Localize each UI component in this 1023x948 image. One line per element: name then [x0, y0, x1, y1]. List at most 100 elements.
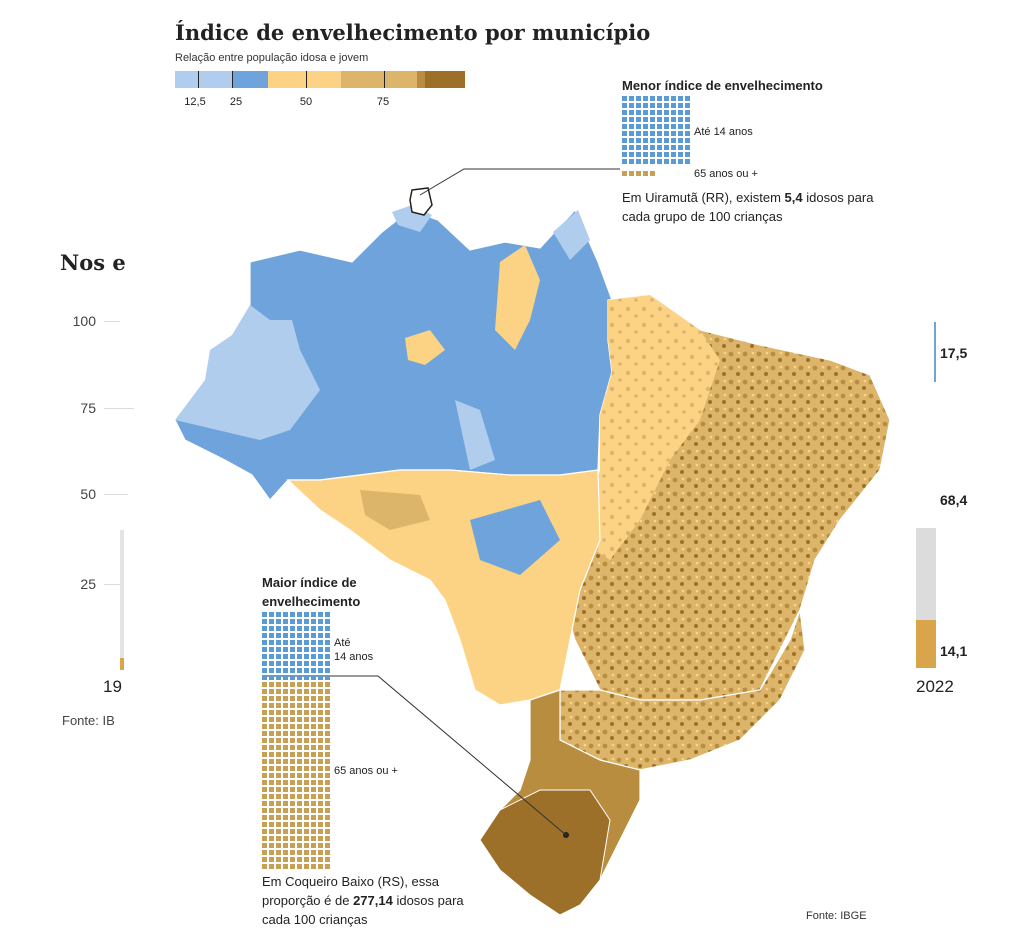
- waffle-cell: [262, 836, 267, 841]
- waffle-cell: [269, 703, 274, 708]
- waffle-cell: [318, 696, 323, 701]
- waffle-cell: [643, 103, 648, 108]
- waffle-cell: [325, 619, 330, 624]
- waffle-cell: [276, 647, 281, 652]
- waffle-cell: [664, 131, 669, 136]
- waffle-cell: [276, 759, 281, 764]
- waffle-cell: [325, 759, 330, 764]
- waffle-cell: [664, 117, 669, 122]
- waffle-cell: [290, 647, 295, 652]
- lowest-note: Em Uiramutã (RR), existem 5,4 idosos par…: [622, 188, 882, 226]
- waffle-cell: [643, 131, 648, 136]
- legend-swatch-12-25: [233, 71, 268, 88]
- waffle-cell: [262, 808, 267, 813]
- waffle-cell: [262, 661, 267, 666]
- value-label-young: 17,5: [940, 345, 968, 361]
- waffle-cell: [311, 822, 316, 827]
- waffle-cell: [318, 731, 323, 736]
- waffle-cell: [325, 752, 330, 757]
- waffle-cell: [325, 654, 330, 659]
- region-northeast-yellow: [580, 295, 720, 560]
- waffle-cell: [325, 724, 330, 729]
- waffle-cell: [318, 780, 323, 785]
- waffle-cell: [657, 145, 662, 150]
- waffle-cell: [629, 103, 634, 108]
- waffle-cell: [318, 808, 323, 813]
- waffle-cell: [325, 822, 330, 827]
- waffle-cell: [276, 801, 281, 806]
- waffle-cell: [657, 131, 662, 136]
- waffle-cell: [311, 668, 316, 673]
- waffle-cell: [325, 633, 330, 638]
- legend-tick-label-50: 50: [299, 96, 313, 108]
- highest-note-value: 277,14: [353, 893, 393, 908]
- waffle-cell: [290, 766, 295, 771]
- waffle-cell: [290, 640, 295, 645]
- waffle-cell: [269, 682, 274, 687]
- waffle-cell: [262, 766, 267, 771]
- legend-tick: [384, 71, 385, 88]
- waffle-cell: [297, 619, 302, 624]
- waffle-cell: [297, 773, 302, 778]
- waffle-cell: [297, 682, 302, 687]
- waffle-cell: [269, 654, 274, 659]
- waffle-cell: [262, 619, 267, 624]
- waffle-cell: [269, 633, 274, 638]
- waffle-cell: [283, 619, 288, 624]
- waffle-cell: [269, 773, 274, 778]
- waffle-cell: [304, 766, 309, 771]
- waffle-cell: [269, 689, 274, 694]
- waffle-cell: [318, 710, 323, 715]
- waffle-cell: [318, 794, 323, 799]
- waffle-cell: [325, 745, 330, 750]
- waffle-cell: [262, 864, 267, 869]
- waffle-cell: [276, 619, 281, 624]
- waffle-cell: [664, 138, 669, 143]
- waffle-cell: [318, 626, 323, 631]
- waffle-cell: [276, 773, 281, 778]
- waffle-cell: [269, 661, 274, 666]
- waffle-cell: [318, 682, 323, 687]
- waffle-cell: [276, 829, 281, 834]
- legend-swatch-75-plus: [425, 71, 465, 88]
- waffle-cell: [269, 815, 274, 820]
- waffle-cell: [262, 668, 267, 673]
- waffle-cell: [629, 124, 634, 129]
- map-subtitle: Relação entre população idosa e jovem: [175, 52, 369, 64]
- waffle-cell: [290, 759, 295, 764]
- legend-swatch-0-12: [175, 71, 233, 88]
- waffle-cell: [297, 780, 302, 785]
- waffle-cell: [283, 850, 288, 855]
- waffle-cell: [678, 110, 683, 115]
- waffle-cell: [650, 96, 655, 101]
- bar-segment-blue: [934, 322, 936, 382]
- waffle-cell: [297, 857, 302, 862]
- waffle-cell: [622, 117, 627, 122]
- waffle-cell: [276, 752, 281, 757]
- background-chart-heading: Nos e: [60, 250, 126, 275]
- waffle-cell: [650, 110, 655, 115]
- waffle-cell: [311, 780, 316, 785]
- lowest-note-pre: Em Uiramutã (RR), existem: [622, 190, 785, 205]
- waffle-cell: [283, 647, 288, 652]
- waffle-cell: [290, 661, 295, 666]
- waffle-cell: [685, 117, 690, 122]
- waffle-cell: [290, 815, 295, 820]
- waffle-cell: [297, 703, 302, 708]
- waffle-cell: [297, 654, 302, 659]
- waffle-cell: [325, 836, 330, 841]
- waffle-cell: [276, 766, 281, 771]
- y-tick-50: 50: [80, 486, 96, 502]
- waffle-cell: [269, 766, 274, 771]
- waffle-cell: [636, 110, 641, 115]
- waffle-cell: [650, 131, 655, 136]
- waffle-cell: [318, 843, 323, 848]
- waffle-cell: [276, 668, 281, 673]
- waffle-cell: [297, 808, 302, 813]
- waffle-cell: [283, 759, 288, 764]
- waffle-cell: [318, 612, 323, 617]
- waffle-cell: [297, 689, 302, 694]
- waffle-cell: [311, 836, 316, 841]
- waffle-cell: [283, 822, 288, 827]
- waffle-cell: [318, 822, 323, 827]
